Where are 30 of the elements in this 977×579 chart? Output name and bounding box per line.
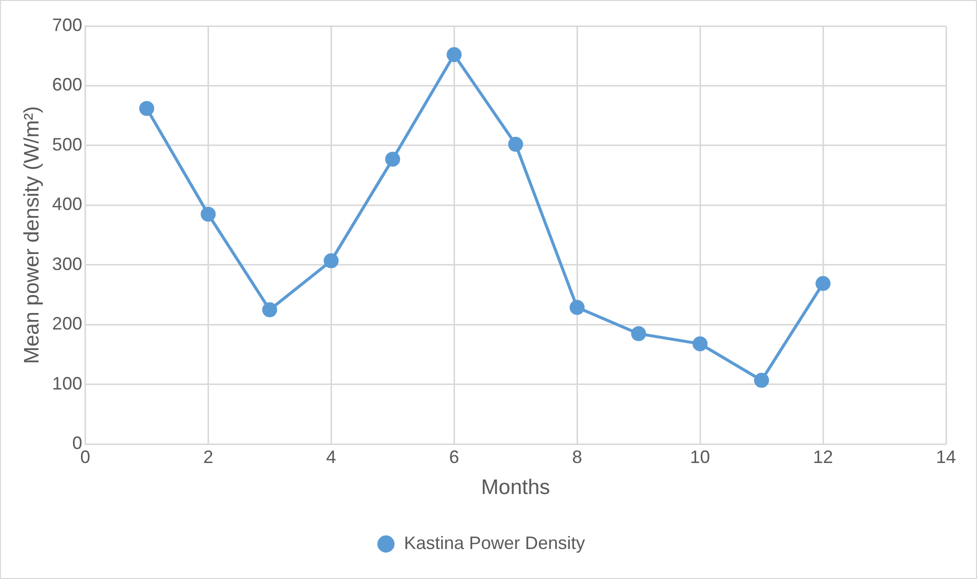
point (754, 372, 770, 388)
x-tick-label: 14 (936, 446, 956, 467)
point (385, 152, 400, 167)
x-tick-label: 12 (813, 446, 834, 467)
point (816, 276, 831, 291)
point (446, 47, 462, 62)
y-tick-label: 200 (52, 314, 82, 334)
point (139, 100, 154, 116)
y-tick-label: 400 (52, 194, 82, 214)
y-tick-label: 0 (72, 433, 82, 454)
y-axis-title: Mean power density (W/m²) (20, 106, 44, 364)
y-tick-label: 300 (52, 254, 82, 274)
x-tick-label: 10 (690, 446, 710, 467)
legend-label: Kastina Power Density (404, 532, 586, 553)
y-tick-label: 700 (52, 14, 82, 35)
point (631, 326, 646, 342)
y-tick-label: 100 (52, 373, 82, 394)
y-tick-label: 500 (52, 134, 82, 154)
x-tick-label: 8 (572, 446, 582, 467)
point (570, 300, 585, 315)
x-tick-label: 4 (326, 446, 336, 467)
x-tick-label: 2 (203, 446, 214, 467)
point (508, 136, 524, 152)
point (692, 336, 708, 352)
x-tick-label: 6 (449, 446, 460, 467)
point (262, 302, 278, 318)
point (200, 206, 216, 222)
point (324, 253, 339, 268)
x-axis-title: Months (481, 476, 550, 500)
y-tick-label: 600 (52, 74, 82, 95)
